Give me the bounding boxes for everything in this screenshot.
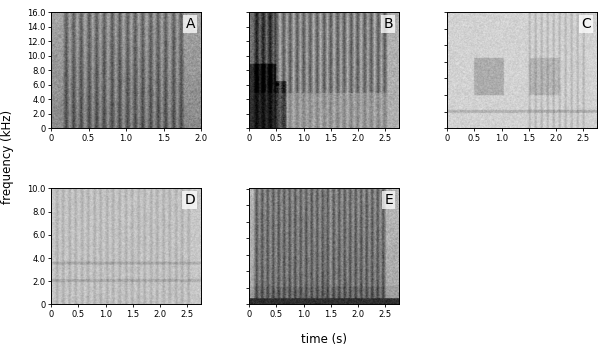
Text: C: C [581, 17, 591, 31]
Text: B: B [383, 17, 393, 31]
Text: D: D [184, 193, 195, 207]
Text: frequency (kHz): frequency (kHz) [1, 110, 14, 204]
Text: time (s): time (s) [301, 333, 347, 346]
Text: E: E [384, 193, 393, 207]
Text: A: A [185, 17, 195, 31]
